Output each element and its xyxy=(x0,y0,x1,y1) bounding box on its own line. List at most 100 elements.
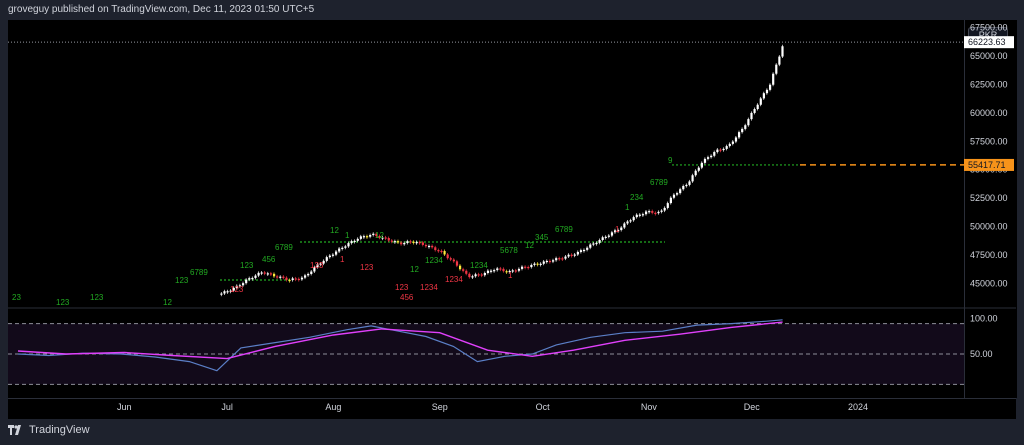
price-scale[interactable] xyxy=(964,20,1017,398)
candle xyxy=(750,112,753,120)
candle xyxy=(257,272,260,276)
td-count-label: 456 xyxy=(262,255,276,264)
price-tick-label: 67500.00 xyxy=(970,23,1008,33)
candle xyxy=(772,73,775,85)
candle xyxy=(539,263,542,265)
candle xyxy=(458,265,462,270)
candle xyxy=(288,279,291,282)
candle xyxy=(530,264,533,268)
candle xyxy=(406,241,409,243)
candle xyxy=(440,250,443,253)
price-tick-label: 60000.00 xyxy=(970,108,1008,118)
candle xyxy=(601,237,604,241)
td-count-label: 123 xyxy=(90,293,104,302)
candle xyxy=(341,247,344,249)
candle xyxy=(381,237,384,239)
candle xyxy=(675,193,679,195)
candle xyxy=(682,186,685,190)
candle xyxy=(536,263,539,265)
candle xyxy=(316,264,319,268)
time-tick-label: Nov xyxy=(641,402,658,412)
candle xyxy=(353,240,356,243)
candle xyxy=(266,273,269,275)
candle xyxy=(620,227,623,231)
rsi-ma-line xyxy=(17,321,783,360)
candle xyxy=(586,247,589,250)
candle xyxy=(496,268,499,271)
price-tick-label: 65000.00 xyxy=(970,51,1008,61)
candle xyxy=(245,279,248,284)
candle xyxy=(551,260,555,262)
candle xyxy=(446,254,449,259)
candle xyxy=(688,181,691,185)
candle xyxy=(489,270,493,272)
candle xyxy=(617,230,620,232)
candle xyxy=(452,259,455,262)
td-count-label: 12 xyxy=(525,241,534,250)
candle xyxy=(747,119,750,126)
candle xyxy=(241,283,245,286)
time-tick-label: Aug xyxy=(325,402,341,412)
candle xyxy=(443,251,446,255)
td-count-label: 1 xyxy=(345,231,350,240)
candle xyxy=(415,242,418,244)
candle xyxy=(657,211,660,214)
td-count-label: 5678 xyxy=(500,246,518,255)
candle xyxy=(272,273,276,277)
tradingview-logo-icon[interactable] xyxy=(8,425,24,436)
candle xyxy=(471,276,474,278)
time-axis[interactable] xyxy=(8,398,1016,419)
candle xyxy=(756,104,759,110)
candle xyxy=(567,254,570,257)
candle xyxy=(778,56,781,65)
brand-name[interactable]: TradingView xyxy=(29,424,90,436)
candle xyxy=(282,276,285,278)
candle xyxy=(768,84,772,90)
td-count-label: 6789 xyxy=(275,243,293,252)
candle xyxy=(623,223,626,228)
td-count-label: 123 xyxy=(360,263,374,272)
td-count-label: 6789 xyxy=(555,225,573,234)
candle xyxy=(666,203,669,208)
candle xyxy=(672,194,676,198)
candle xyxy=(400,242,403,245)
td-count-label: 345 xyxy=(535,233,549,242)
candle xyxy=(313,267,316,272)
candle xyxy=(669,197,672,204)
candle xyxy=(728,143,731,147)
candle xyxy=(421,242,424,245)
candle xyxy=(604,236,607,238)
candle xyxy=(722,148,725,151)
td-count-label: 123 xyxy=(310,261,324,270)
candle xyxy=(226,291,229,293)
price-tick-label: 45000.00 xyxy=(970,278,1008,288)
candle xyxy=(753,109,756,113)
candle xyxy=(548,260,552,263)
candle xyxy=(375,233,378,236)
td-count-label: 123 xyxy=(230,285,244,294)
rsi-line xyxy=(17,319,783,372)
candle xyxy=(390,240,393,242)
candle xyxy=(592,243,595,245)
candle xyxy=(710,155,713,158)
candle xyxy=(654,212,657,215)
candle xyxy=(719,149,722,151)
candle xyxy=(493,270,496,272)
candle xyxy=(285,277,288,280)
candle xyxy=(527,266,530,269)
candle xyxy=(561,258,564,260)
candle xyxy=(564,256,567,259)
candle xyxy=(744,125,747,129)
td-count-label: 1 xyxy=(508,271,513,280)
candle xyxy=(508,270,511,273)
candle xyxy=(223,291,226,294)
candle xyxy=(328,255,331,258)
rsi-tick-label: 100.00 xyxy=(970,313,998,323)
candle xyxy=(731,141,734,144)
candle xyxy=(582,249,586,252)
candle xyxy=(648,211,651,213)
candle xyxy=(220,293,223,295)
candle xyxy=(474,274,477,277)
candle xyxy=(520,266,524,269)
